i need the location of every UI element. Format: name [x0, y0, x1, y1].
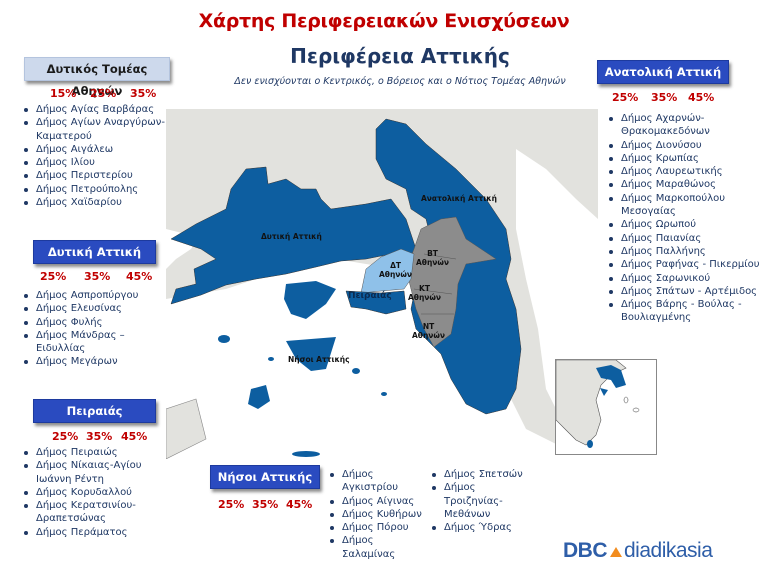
list-piraeus: Δήμος Πειραιώς Δήμος Νίκαιας-Αγίου Ιωάνν… [22, 446, 167, 539]
list-east-attica: Δήμος Αχαρνών-Θρακομακεδόνων Δήμος Διονύ… [607, 112, 767, 325]
greece-inset-map [555, 359, 657, 455]
list-item: Δήμος Κυθήρων [328, 508, 426, 521]
list-item: Δήμος Περάματος [22, 526, 167, 539]
list-item: Δήμος Σαρωνικού [607, 272, 767, 285]
list-item: Δήμος Σαλαμίνας [328, 534, 426, 561]
list-item: Δήμος Αιγάλεω [22, 143, 172, 156]
region-title: Περιφέρεια Αττικής [290, 44, 510, 68]
list-item: Δήμος Αγκιστρίου [328, 468, 426, 495]
list-item: Δήμος Πόρου [328, 521, 426, 534]
rates-east-attica: 25% 35% 45% [612, 91, 715, 104]
list-item: Δήμος Αχαρνών-Θρακομακεδόνων [607, 112, 767, 139]
attica-map: Δυτική Αττική Ανατολική Αττική Νήσοι Αττ… [166, 109, 598, 459]
map-label-bt-athens: ΒΤ Αθηνών [416, 249, 450, 267]
list-item: Δήμος Τροιζηνίας-Μεθάνων [430, 481, 530, 521]
list-item: Δήμος Κερατσινίου-Δραπετσώνας [22, 499, 167, 526]
list-islands-col1: Δήμος Αγκιστρίου Δήμος Αίγινας Δήμος Κυθ… [328, 468, 426, 561]
list-item: Δήμος Χαϊδαρίου [22, 196, 172, 209]
section-header-east-attica: Ανατολική Αττική [597, 60, 729, 84]
list-item: Δήμος Ασπροπύργου [22, 289, 167, 302]
triangle-icon [610, 547, 622, 557]
rates-west-athens: 15% 25% 35% [50, 87, 157, 100]
list-item: Δήμος Φυλής [22, 316, 167, 329]
map-label-west-attica: Δυτική Αττική [261, 232, 322, 241]
list-item: Δήμος Νίκαιας-Αγίου Ιωάννη Ρέντη [22, 459, 167, 486]
list-item: Δήμος Σπετσών [430, 468, 530, 481]
rates-islands: 25% 35% 45% [218, 498, 313, 511]
list-item: Δήμος Παλλήνης [607, 245, 767, 258]
list-item: Δήμος Περιστερίου [22, 169, 172, 182]
list-item: Δήμος Λαυρεωτικής [607, 165, 767, 178]
rates-west-attica: 25% 35% 45% [40, 270, 153, 283]
list-item: Δήμος Κορυδαλλού [22, 486, 167, 499]
list-item: Δήμος Ιλίου [22, 156, 172, 169]
map-label-east-attica: Ανατολική Αττική [421, 194, 497, 203]
list-item: Δήμος Μεγάρων [22, 355, 167, 368]
region-piraeus [345, 290, 407, 315]
list-item: Δήμος Παιανίας [607, 232, 767, 245]
map-label-dt-athens: ΔΤ Αθηνών [379, 261, 413, 279]
map-shapes [166, 118, 598, 459]
section-header-piraeus: Πειραιάς [33, 399, 156, 423]
list-west-attica: Δήμος Ασπροπύργου Δήμος Ελευσίνας Δήμος … [22, 289, 167, 369]
region-subtitle: Δεν ενισχύονται ο Κεντρικός, ο Βόρειος κ… [234, 76, 566, 87]
rates-piraeus: 25% 35% 45% [52, 430, 148, 443]
map-label-islands: Νήσοι Αττικής [288, 355, 350, 364]
list-item: Δήμος Ύδρας [430, 521, 530, 534]
list-item: Δήμος Ωρωπού [607, 218, 767, 231]
list-west-athens: Δήμος Αγίας Βαρβάρας Δήμος Αγίων Αναργύρ… [22, 103, 172, 209]
section-header-west-attica: Δυτική Αττική [33, 240, 156, 264]
list-item: Δήμος Αγίας Βαρβάρας [22, 103, 172, 116]
list-item: Δήμος Ελευσίνας [22, 302, 167, 315]
section-header-west-athens: Δυτικός Τομέας Αθηνών [24, 57, 170, 98]
list-item: Δήμος Διονύσου [607, 139, 767, 152]
dbc-diadikasia-logo: DBC diadikasia [563, 539, 713, 562]
map-label-piraeus: Πειραιάς [348, 291, 392, 301]
section-header-islands: Νήσοι Αττικής [210, 465, 320, 489]
list-islands-col2: Δήμος Σπετσών Δήμος Τροιζηνίας-Μεθάνων Δ… [430, 468, 530, 534]
list-item: Δήμος Σπάτων - Αρτέμιδος [607, 285, 767, 298]
list-item: Δήμος Μαρκοπούλου Μεσογαίας [607, 192, 767, 219]
page-title: Χάρτης Περιφερειακών Ενισχύσεων [198, 10, 570, 32]
list-item: Δήμος Αίγινας [328, 495, 426, 508]
list-item: Δήμος Κρωπίας [607, 152, 767, 165]
list-item: Δήμος Μάνδρας – Ειδυλλίας [22, 329, 167, 356]
map-label-nt-athens: ΝΤ Αθηνών [412, 322, 446, 340]
region-west-attica [170, 166, 417, 305]
list-item: Δήμος Μαραθώνος [607, 178, 767, 191]
list-item: Δήμος Πετρούπολης [22, 183, 172, 196]
map-label-kt-athens: ΚΤ Αθηνών [408, 284, 442, 302]
list-item: Δήμος Ραφήνας - Πικερμίου [607, 258, 767, 271]
list-item: Δήμος Αγίων Αναργύρων-Καματερού [22, 116, 172, 143]
list-item: Δήμος Πειραιώς [22, 446, 167, 459]
list-item: Δήμος Βάρης - Βούλας - Βουλιαγμένης [607, 298, 767, 325]
